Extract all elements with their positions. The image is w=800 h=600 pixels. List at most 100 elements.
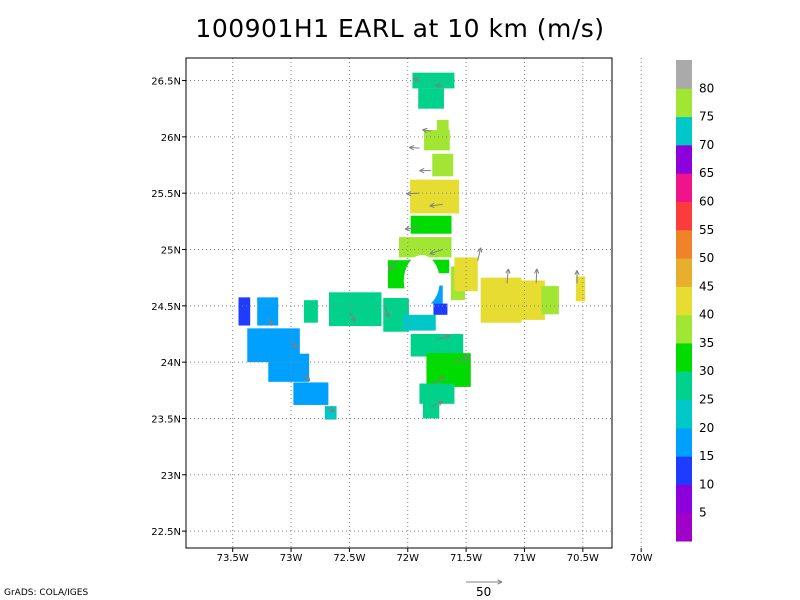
wind-speed-cell [418,88,444,109]
wind-speed-cell [412,72,455,89]
colorbar-label: 40 [699,308,714,322]
plot-frame [185,57,613,549]
wind-vector [477,247,483,261]
colorbar-label: 30 [699,364,714,378]
x-tick-label: 70W [630,553,653,564]
wind-speed-cell [268,353,310,382]
colorbar-label: 70 [699,138,714,152]
colorbar-swatch [676,427,692,457]
wind-speed-cell [410,179,460,214]
latitude-tick-labels: 22.5N 23N 23.5N 24N 24.5N 25N 25.5N 26N 26.5N [151,77,186,538]
wind-speed-cell [238,297,251,326]
wind-vector [290,339,298,349]
colorbar-swatch [676,484,692,514]
wind-speed-cell [436,119,449,132]
grads-credit: GrADS: COLA/IGES [4,588,89,598]
x-tick-label: 71.5W [450,553,482,564]
y-tick-label: 22.5N [151,527,181,538]
x-tick-label: 73.5W [217,553,249,564]
wind-vector-field [267,77,580,413]
wind-speed-cell [257,297,279,326]
colorbar-swatch [676,342,692,372]
wind-vector [505,268,511,284]
colorbar-swatch [676,399,692,429]
colorbar-swatch [676,258,692,287]
wind-speed-cell [324,406,337,420]
colorbar-swatch [676,456,692,485]
wind-speed-cell [410,333,464,357]
reference-vector-label: 50 [476,585,492,599]
reference-vector [466,579,503,585]
wind-vector [436,334,451,341]
colorbar-swatch [676,88,692,118]
y-tick-label: 23N [161,471,181,482]
colorbar-swatch [676,144,692,174]
wind-vector [435,83,443,89]
colorbar-swatch [676,60,692,89]
wind-speed-cell [424,130,450,151]
colorbar-label: 10 [699,477,714,491]
wind-vector [574,270,580,284]
wind-speed-cell [575,276,586,302]
wind-speed-cell [303,300,318,323]
wind-speed-field [238,72,586,420]
colorbar-label: 15 [699,449,714,463]
wind-vector [430,376,445,386]
wind-speed-cell [410,215,452,234]
colorbar-label: 50 [699,251,714,265]
y-tick-label: 24.5N [151,302,181,313]
wind-vector [429,249,443,255]
lat-lon-grid [186,58,642,548]
colorbar-swatch [676,116,692,146]
wind-vector [348,311,356,322]
wind-vector [429,202,443,209]
wind-speed-cell [422,402,440,419]
wind-vector [267,316,273,327]
wind-vector [419,168,432,174]
wind-speed-cell [399,237,452,258]
y-tick-label: 25N [161,245,181,256]
y-tick-label: 25.5N [151,189,181,200]
wind-vector [534,268,540,284]
colorbar-swatch [676,371,692,401]
wind-speed-cell [541,286,559,315]
colorbar-swatch [676,314,692,344]
wind-speed-cell [432,153,454,177]
x-tick-label: 72W [396,553,419,564]
wind-vector [325,406,336,413]
wind-vector [409,145,420,151]
wind-vector [413,77,420,83]
wind-speed-cell [515,280,545,320]
colorbar-label: 55 [699,223,714,237]
wind-speed-cell [433,303,448,315]
wind-vector [454,355,470,363]
colorbar: 5 10 15 20 25 30 35 40 45 50 55 60 65 70 75 80 [676,60,714,542]
y-tick-label: 23.5N [151,414,181,425]
colorbar-label: 5 [699,506,707,520]
x-tick-label: 72.5W [333,553,365,564]
colorbar-label: 45 [699,279,714,293]
storm-eye [403,255,440,308]
colorbar-swatch [676,512,692,542]
wind-speed-cell [403,314,436,331]
x-tick-label: 73W [280,553,303,564]
wind-speed-cell [419,383,455,404]
wind-speed-cell [480,277,522,323]
colorbar-label: 20 [699,421,714,435]
page-title: 100901H1 EARL at 10 km (m/s) [195,14,605,43]
x-tick-label: 70.5W [567,553,599,564]
wind-vector [422,127,432,134]
y-tick-label: 24N [161,358,181,369]
wind-vector [406,191,420,197]
wind-vector [430,400,444,408]
x-tick-label: 71W [513,553,536,564]
wind-vector [302,373,311,382]
y-tick-label: 26.5N [151,77,181,88]
colorbar-label: 65 [699,166,714,180]
wind-vector [388,260,397,272]
colorbar-label: 80 [699,81,714,95]
longitude-tick-labels: 73.5W 73W 72.5W 72W 71.5W 71W 70.5W 70W [217,548,653,564]
colorbar-swatch [676,173,692,202]
colorbar-swatch [676,286,692,316]
